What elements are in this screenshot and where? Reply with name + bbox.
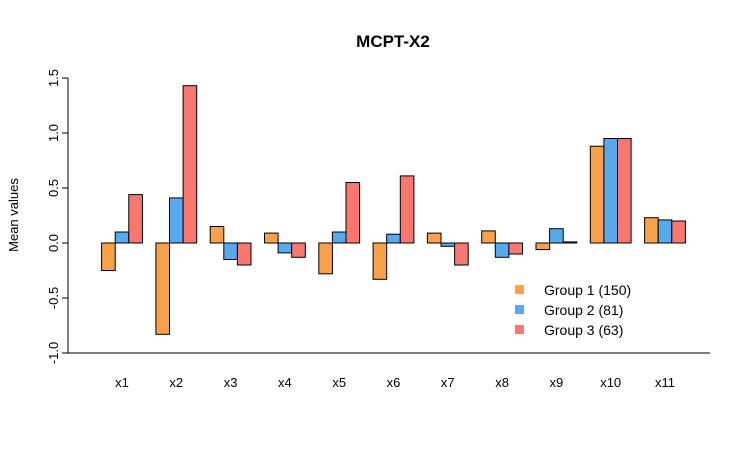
bar-x4-group-1 [264,232,279,244]
bar-x7-group-2 [440,242,456,247]
bar-x4-group-2 [277,242,293,254]
bar-x7-group-3 [454,242,469,266]
y-tick-label: -0.5 [46,287,61,309]
bar-x3-group-3 [236,242,252,266]
x-tick-label-x7: x7 [441,375,455,390]
bar-x8-group-1 [481,230,496,244]
x-tick-label-x1: x1 [115,375,129,390]
bar-x11-group-1 [644,217,659,244]
bar-x9-group-2 [549,228,564,244]
bar-x11-group-3 [671,220,686,244]
bar-x6-group-2 [386,233,401,244]
bar-x2-group-3 [182,85,198,244]
legend-label-group-2: Group 2 (81) [544,302,623,318]
y-tick-label: 0.5 [46,179,61,197]
x-tick-label-x5: x5 [332,375,346,390]
x-tick-label-x9: x9 [550,375,564,390]
bar-x2-group-2 [169,197,184,244]
bar-x8-group-2 [494,242,510,258]
x-tick-label-x11: x11 [655,375,675,390]
bars [101,85,686,335]
x-tick-label-x3: x3 [224,375,238,390]
legend-label-group-1: Group 1 (150) [544,282,631,298]
y-tick-label: 0.0 [46,234,61,252]
legend-swatch-group-3 [515,325,524,334]
bar-x6-group-1 [372,242,388,280]
x-tick-label-x4: x4 [278,375,292,390]
bar-x9-group-3 [562,241,578,244]
legend-swatch-group-1 [515,285,524,294]
y-axis-title: Mean values [6,178,21,252]
bar-x8-group-3 [508,242,523,255]
bar-x10-group-1 [589,145,605,244]
y-tick-label: -1.0 [46,342,61,364]
bar-x3-group-2 [223,242,238,260]
bar-x6-group-3 [399,175,415,244]
bar-x11-group-2 [657,219,673,244]
bar-x10-group-2 [603,138,619,244]
bar-x5-group-1 [318,242,333,275]
legend: Group 1 (150) Group 2 (81) Group 3 (63) [515,282,631,338]
bar-x5-group-3 [345,182,361,244]
bar-x1-group-1 [101,242,116,271]
bar-x10-group-3 [617,138,632,244]
legend-swatch-group-2 [515,305,524,314]
y-axis-ticks: -1.0 -0.5 0.0 0.5 1.0 1.5 [46,69,68,364]
x-tick-label-x6: x6 [387,375,401,390]
bar-x4-group-3 [291,242,306,258]
legend-label-group-3: Group 3 (63) [544,322,623,338]
bar-x1-group-2 [114,231,130,244]
x-tick-label-x2: x2 [169,375,183,390]
bar-x5-group-2 [331,231,347,244]
chart-title: MCPT-X2 [356,32,430,51]
y-tick-label: 1.5 [46,69,61,87]
bar-x2-group-1 [155,242,170,335]
bar-x3-group-1 [209,226,225,244]
bar-x9-group-1 [535,242,551,251]
x-tick-label-x10: x10 [600,375,621,390]
bar-x1-group-3 [128,194,143,244]
x-axis-tick-labels: x1 x2 x3 x4 x5 x6 x7 x8 x9 x10 x11 [115,375,675,390]
y-tick-label: 1.0 [46,124,61,142]
x-tick-label-x8: x8 [495,375,509,390]
bar-x7-group-1 [426,232,442,244]
